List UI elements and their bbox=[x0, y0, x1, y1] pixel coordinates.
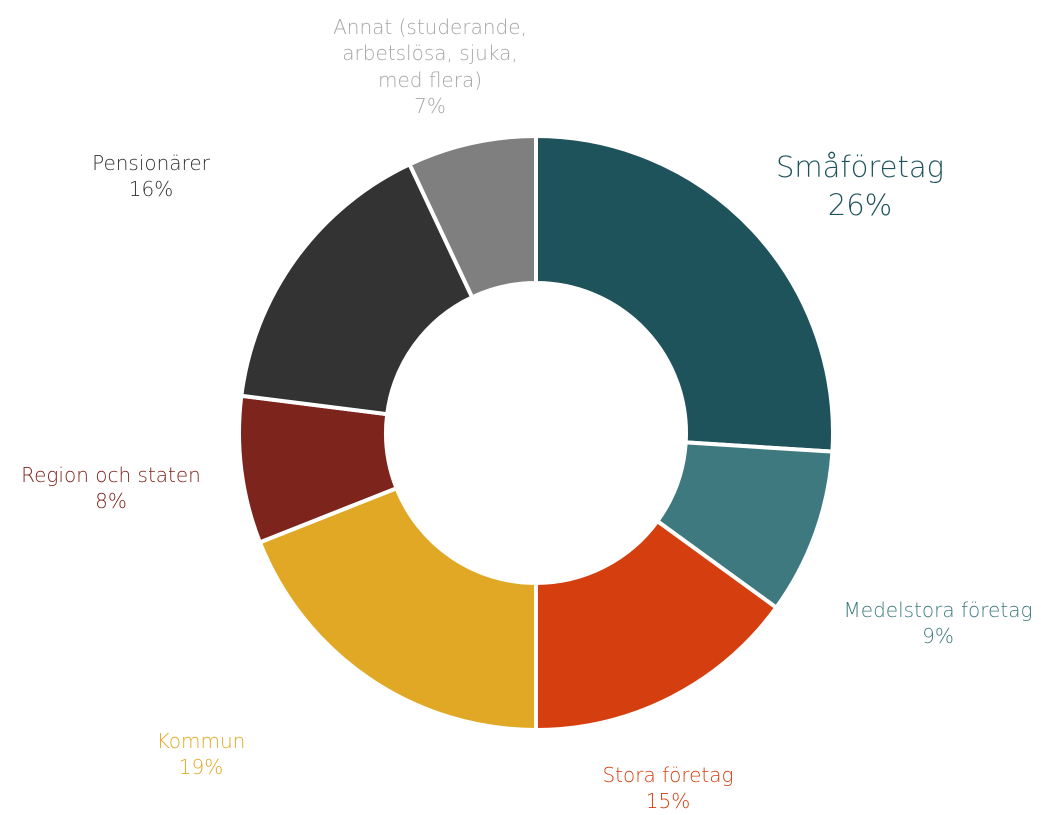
slice-label-kommun: Kommun 19% bbox=[121, 728, 281, 781]
slice-percent: 19% bbox=[178, 755, 224, 780]
slice-label-smaforetag: Småföretag 26% bbox=[770, 148, 950, 225]
slice-percent: 9% bbox=[922, 624, 954, 649]
slice-name: Pensionärer bbox=[92, 151, 210, 175]
slice-percent: 7% bbox=[414, 94, 446, 119]
slice-name: Kommun bbox=[156, 729, 246, 753]
slice-label-medelstora-foretag: Medelstora företag 9% bbox=[820, 597, 1041, 650]
slice-name: Småföretag bbox=[775, 150, 945, 184]
slice-percent: 26% bbox=[827, 188, 893, 223]
slice-name: Stora företag bbox=[602, 763, 734, 787]
donut-slice-2 bbox=[534, 518, 780, 733]
slice-name: Medelstora företag bbox=[843, 598, 1033, 622]
slice-label-region-och-staten: Region och staten 8% bbox=[0, 462, 222, 515]
slice-percent: 15% bbox=[645, 789, 691, 814]
slice-label-pensionarer: Pensionärer 16% bbox=[71, 150, 231, 203]
slice-label-stora-foretag: Stora företag 15% bbox=[578, 762, 758, 815]
slice-name: Region och staten bbox=[21, 463, 201, 487]
donut-slice-6 bbox=[406, 133, 538, 300]
slice-name: Annat (studerande, arbetslösa, sjuka, me… bbox=[333, 15, 527, 92]
donut-slice-0 bbox=[534, 133, 835, 454]
slice-percent: 16% bbox=[128, 177, 174, 202]
slice-label-annat: Annat (studerande, arbetslösa, sjuka, me… bbox=[312, 14, 548, 120]
slice-percent: 8% bbox=[95, 489, 127, 514]
donut-slice-5 bbox=[239, 161, 475, 417]
donut-slice-3 bbox=[257, 485, 538, 733]
